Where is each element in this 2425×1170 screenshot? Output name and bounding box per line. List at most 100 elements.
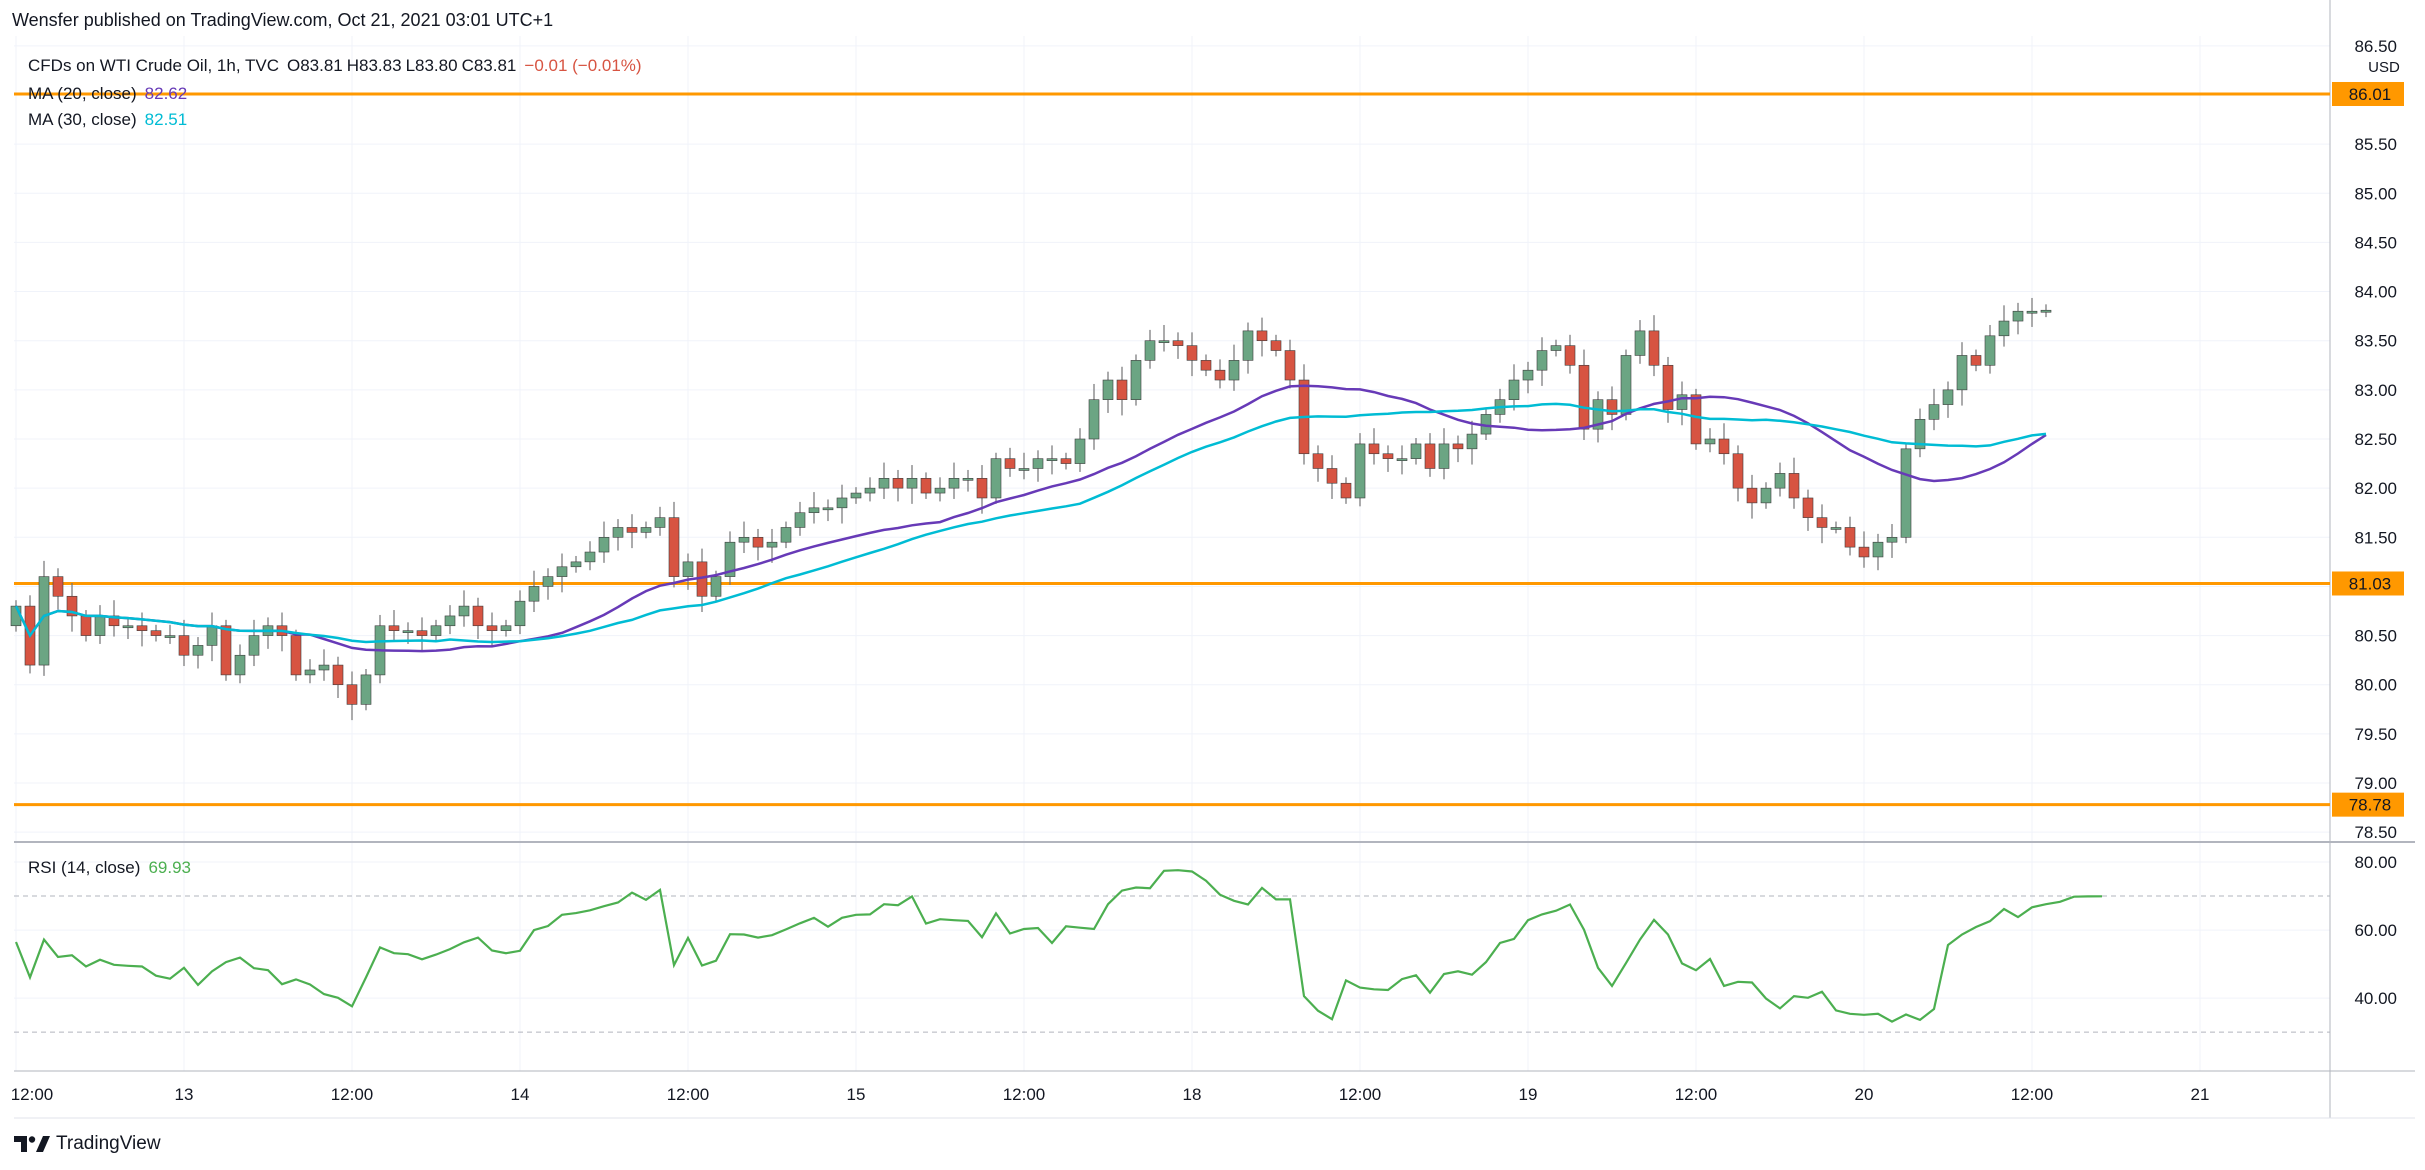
candle-up [528, 586, 540, 602]
candle-down [1116, 379, 1128, 400]
level-price-label: 86.01 [2349, 85, 2392, 104]
ma20-legend[interactable]: MA (20, close) 82.62 [28, 84, 195, 104]
candle-down [920, 478, 932, 494]
candle-up [710, 576, 722, 597]
candle-down [66, 595, 78, 617]
ma20-line[interactable] [14, 384, 2047, 653]
time-tick-label: 20 [1855, 1085, 1874, 1104]
level-price-label: 81.03 [2349, 574, 2392, 593]
tradingview-footer[interactable]: TradingView [14, 1133, 161, 1155]
time-tick-label: 19 [1519, 1085, 1538, 1104]
candle-up [1774, 473, 1786, 489]
candle-up [990, 458, 1002, 499]
rsi-label: RSI (14, close) [28, 858, 141, 877]
candle-down [220, 625, 232, 676]
candle-up [1676, 394, 1688, 410]
candle-up [864, 487, 876, 494]
candle-down [1648, 330, 1660, 366]
symbol-name[interactable]: CFDs on WTI Crude Oil, 1h, TVC [28, 56, 279, 75]
candle-down [626, 527, 638, 533]
publisher-text: Wensfer published on TradingView.com, Oc… [12, 10, 554, 30]
candle-down [1802, 497, 1814, 518]
time-tick-label: 12:00 [1003, 1085, 1046, 1104]
ma30-legend[interactable]: MA (30, close) 82.51 [28, 110, 195, 130]
candle-down [1816, 517, 1828, 528]
candle-down [1382, 453, 1394, 459]
candle-up [1032, 458, 1044, 469]
candle-down [1662, 364, 1674, 410]
candle-up [1886, 536, 1898, 543]
price-tick-label: 78.50 [2354, 823, 2397, 842]
candle-down [892, 478, 904, 489]
candle-up [1242, 330, 1254, 361]
candle-up [724, 541, 736, 577]
ohlc-low: L83.80 [405, 56, 458, 75]
price-unit-label: USD [2368, 59, 2400, 76]
ohlc-high: H83.83 [346, 56, 402, 75]
candle-up [1536, 350, 1548, 371]
candle-up [836, 497, 848, 509]
candle-up [948, 478, 960, 489]
candle-up [1942, 389, 1954, 405]
price-tick-label: 82.00 [2354, 479, 2397, 498]
candle-up [1998, 320, 2010, 337]
tradingview-logo-icon [14, 1136, 50, 1152]
ma30-line[interactable] [14, 402, 2047, 644]
time-tick-label: 12:00 [2011, 1085, 2054, 1104]
candle-down [1200, 360, 1212, 371]
candle-down [1270, 340, 1282, 351]
rsi-value: 69.93 [148, 858, 191, 877]
time-tick-label: 14 [511, 1085, 530, 1104]
candle-up [850, 492, 862, 499]
candle-up [122, 625, 134, 629]
time-tick-label: 12:00 [11, 1085, 54, 1104]
candle-up [598, 536, 610, 553]
candle-down [1424, 443, 1436, 469]
price-tick-label: 81.50 [2354, 528, 2397, 547]
candle-down [150, 630, 162, 636]
candle-up [206, 625, 218, 646]
candle-down [486, 625, 498, 631]
rsi-legend[interactable]: RSI (14, close) 69.93 [28, 858, 199, 878]
candle-down [1256, 330, 1268, 342]
candle-up [2040, 309, 2052, 313]
candle-down [1858, 546, 1870, 558]
price-tick-label: 85.00 [2354, 184, 2397, 203]
candle-up [1396, 458, 1408, 461]
candle-down [346, 684, 358, 705]
candle-up [2012, 310, 2024, 322]
candle-up [794, 512, 806, 528]
rsi-tick-label: 40.00 [2354, 989, 2397, 1008]
candle-down [472, 605, 484, 627]
candle-up [1228, 360, 1240, 381]
ma30-label: MA (30, close) [28, 110, 137, 129]
candle-up [766, 541, 778, 548]
time-tick-label: 15 [847, 1085, 866, 1104]
rsi-line[interactable] [14, 869, 2103, 1023]
candle-down [1718, 438, 1730, 455]
candle-up [1102, 379, 1114, 400]
candle-up [556, 566, 568, 577]
candle-down [332, 664, 344, 686]
candle-up [1410, 443, 1422, 459]
candle-up [248, 635, 260, 656]
price-tick-label: 84.50 [2354, 233, 2397, 252]
candle-down [1312, 453, 1324, 469]
candle-down [52, 576, 64, 597]
candle-up [402, 630, 414, 633]
candle-down [1172, 340, 1184, 346]
candle-down [136, 625, 148, 631]
candle-down [290, 635, 302, 676]
candle-up [1438, 443, 1450, 469]
candle-up [234, 654, 246, 676]
candle-up [514, 600, 526, 627]
candle-up [738, 536, 750, 543]
candle-up [906, 478, 918, 489]
candle-up [318, 664, 330, 671]
candle-up [570, 561, 582, 568]
candle-up [1704, 438, 1716, 445]
candle-up [808, 507, 820, 514]
candle-up [1508, 379, 1520, 400]
candle-down [1970, 355, 1982, 366]
